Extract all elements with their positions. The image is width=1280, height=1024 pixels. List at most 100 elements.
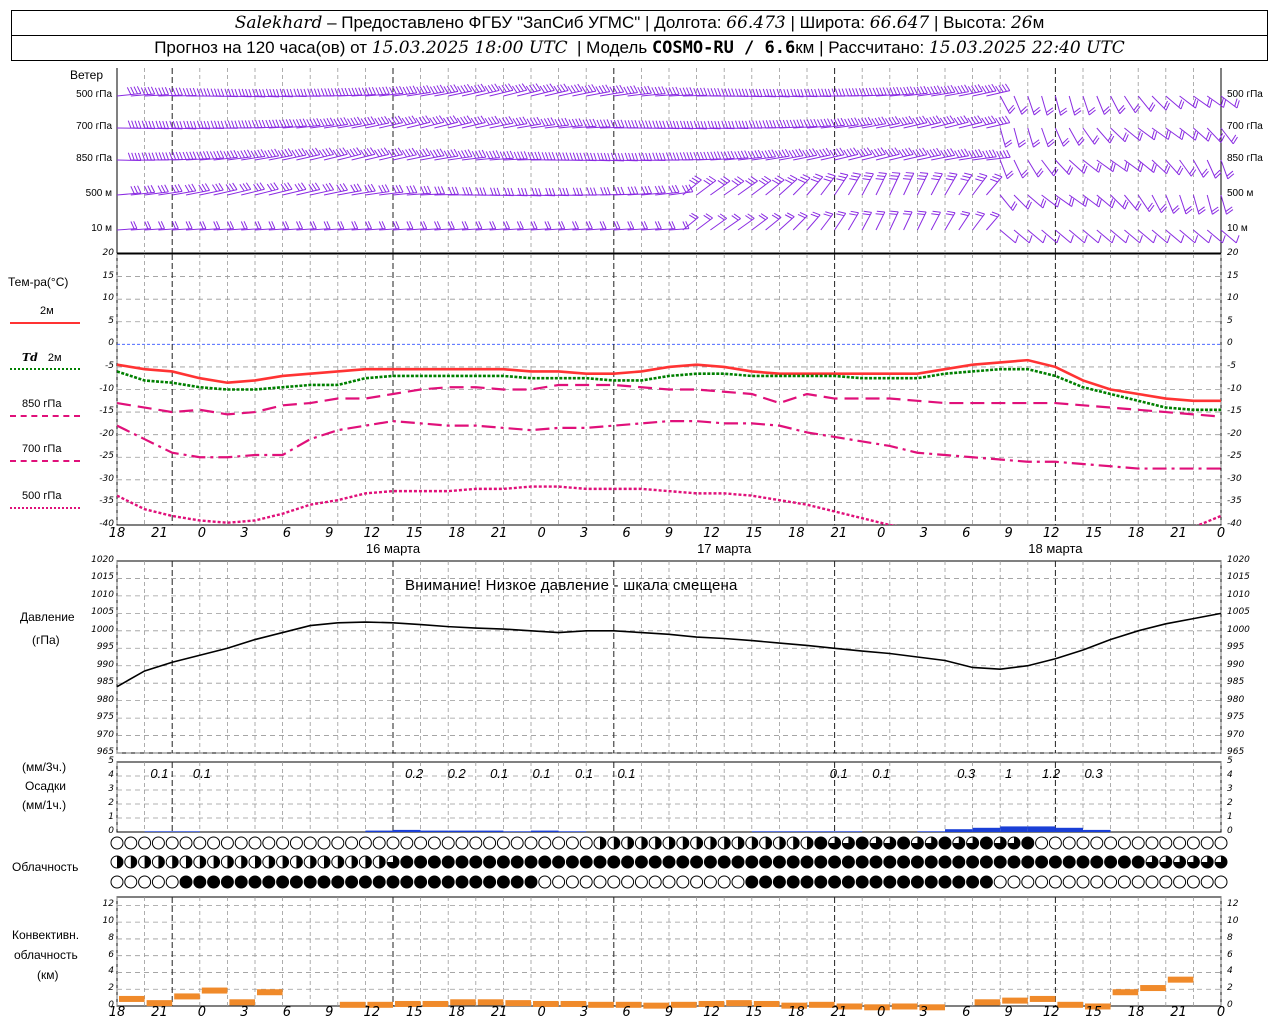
wind-barb-feather xyxy=(825,175,834,180)
wind-barb-shaft xyxy=(434,155,459,161)
wind-barb-feather xyxy=(733,213,741,219)
wind-barb-feather xyxy=(282,119,287,128)
wind-barb-feather xyxy=(503,187,508,196)
wind-barb-feather xyxy=(227,221,232,230)
cloud-symbol-fill xyxy=(613,837,620,849)
wind-barb-feather xyxy=(196,120,201,129)
temp-legend-text: 2м xyxy=(47,352,62,364)
wind-barb-shaft xyxy=(1068,194,1086,207)
cloud-symbol xyxy=(427,875,441,889)
cloud-symbol xyxy=(441,875,455,889)
wind-barb-feather xyxy=(991,83,997,92)
wind-barb-feather xyxy=(815,150,822,158)
wind-barb-feather xyxy=(217,88,221,97)
wind-barb-feather xyxy=(643,221,649,229)
cloud-symbol-fill xyxy=(883,856,896,868)
cloud-symbol-fill xyxy=(842,876,855,888)
wind-barb-shaft xyxy=(1151,159,1167,175)
precip-amount-label: 0.1 xyxy=(574,766,594,781)
wind-barb xyxy=(972,149,997,161)
wind-barb-shaft xyxy=(889,211,899,231)
wind-barb-shaft xyxy=(958,174,973,196)
wind-barb-feather xyxy=(741,120,746,129)
cloud-symbol xyxy=(110,836,124,850)
temp-xtick: 15 xyxy=(745,526,763,541)
wind-barb-feather xyxy=(300,88,304,97)
wind-barb-feather xyxy=(171,185,176,193)
wind-barb-feather xyxy=(556,85,563,93)
cloud-symbol xyxy=(138,875,152,889)
wind-barb-feather xyxy=(904,210,913,213)
wind-barb-feather xyxy=(443,150,449,158)
cloud-symbol xyxy=(510,836,524,850)
wind-barb-feather xyxy=(411,115,417,123)
wind-barb xyxy=(489,83,514,97)
wind-barb-feather xyxy=(929,117,935,125)
temp-legend-item: 850 гПа xyxy=(0,398,90,420)
wind-barb-feather xyxy=(693,152,698,160)
conv-bar xyxy=(201,987,228,994)
wind-barb-shaft xyxy=(820,175,836,196)
wind-barb-feather xyxy=(561,221,566,229)
wind-barb-shaft xyxy=(406,91,431,97)
wind-barb xyxy=(1193,95,1213,108)
wind-barb xyxy=(296,182,321,196)
wind-barb-feather xyxy=(531,187,535,196)
wind-barb-feather xyxy=(974,149,980,157)
wind-barb-feather xyxy=(322,184,328,192)
wind-barb xyxy=(172,221,193,231)
wind-barb-shaft xyxy=(241,228,262,231)
cloud-symbol xyxy=(897,855,911,869)
wind-barb-feather xyxy=(434,186,439,195)
wind-barb xyxy=(917,115,942,129)
wind-barb xyxy=(1013,127,1027,148)
conv-xtick: 12 xyxy=(363,1005,381,1020)
wind-barb-feather xyxy=(634,153,639,161)
wind-barb-feather xyxy=(1151,163,1155,171)
wind-barb-shaft xyxy=(144,191,169,196)
wind-barb-feather xyxy=(337,87,342,96)
wind-barb-feather xyxy=(1185,208,1193,215)
cloud-symbol xyxy=(400,855,414,869)
wind-barb-feather xyxy=(612,85,618,94)
wind-barb-feather xyxy=(387,149,394,158)
wind-barb xyxy=(144,152,170,161)
wind-barb xyxy=(944,84,970,97)
wind-barb-shaft xyxy=(834,213,847,231)
wind-barb-feather xyxy=(305,149,311,158)
wind-barb-feather xyxy=(1133,103,1140,111)
wind-barb-shaft xyxy=(296,154,320,161)
wind-barb-feather xyxy=(239,184,245,192)
cloud-symbol-fill xyxy=(738,837,744,849)
cloud-symbol-fill xyxy=(745,856,758,868)
temp-ytick-right: 15 xyxy=(1227,270,1239,281)
wind-barb xyxy=(1179,95,1199,109)
pressure-ytick-left: 995 xyxy=(96,642,114,653)
cloud-symbol-fill xyxy=(525,876,537,888)
wind-barb xyxy=(1096,194,1116,209)
wind-barb-feather xyxy=(535,83,541,91)
wind-barb-feather xyxy=(1153,132,1158,140)
cloud-symbol xyxy=(1048,875,1062,889)
cloud-symbol xyxy=(110,875,124,889)
wind-barb-feather xyxy=(668,185,673,194)
wind-barb-feather xyxy=(836,178,845,182)
cloud-symbol xyxy=(690,875,704,889)
forecast-prefix: Прогноз на 120 часа(ов) от xyxy=(154,38,368,57)
wind-barb-shaft xyxy=(572,125,597,129)
wind-barb-shaft xyxy=(682,179,702,196)
wind-barb-feather xyxy=(273,182,279,190)
cloud-symbol xyxy=(1117,836,1131,850)
wind-barb-feather xyxy=(1096,197,1100,206)
wind-barb xyxy=(241,149,266,161)
wind-barb-shaft xyxy=(130,93,155,97)
wind-barb-shaft xyxy=(1165,229,1182,244)
wind-barb-feather xyxy=(1042,200,1047,209)
cloud-symbol xyxy=(1214,875,1228,889)
wind-barb-feather xyxy=(234,88,239,97)
wind-barb xyxy=(1041,127,1055,148)
wind-barb-feather xyxy=(562,187,566,196)
pressure-ytick-left: 1005 xyxy=(91,607,114,618)
wind-barb-feather xyxy=(641,186,646,195)
wind-barb-feather xyxy=(857,149,863,157)
